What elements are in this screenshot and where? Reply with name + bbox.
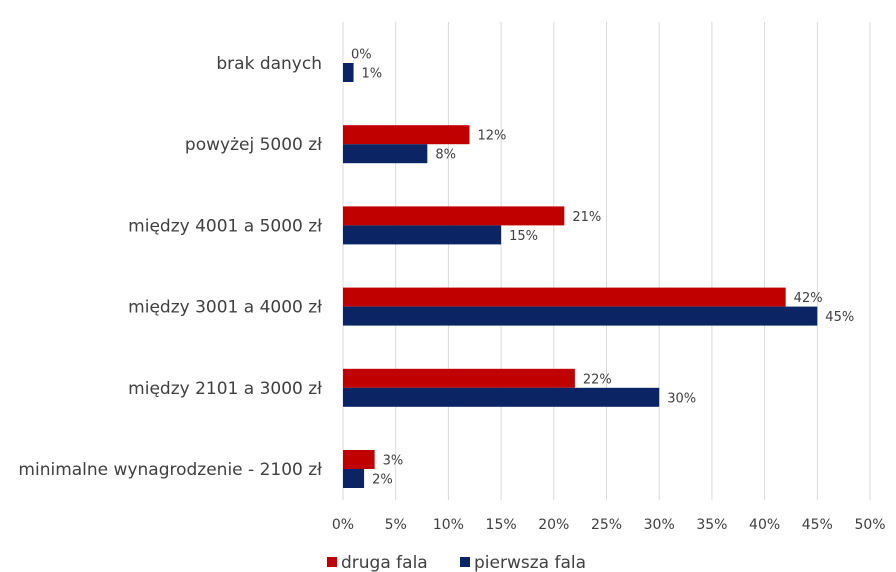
x-tick-label: 5%	[385, 517, 407, 533]
legend-label: druga fala	[341, 553, 428, 572]
x-tick-label: 0%	[332, 517, 354, 533]
legend-swatch	[460, 557, 470, 567]
category-labels: brak danych powyżej 5000 zł między 4001 a …	[18, 54, 322, 480]
x-tick-label: 40%	[749, 517, 780, 533]
bar-druga-fala	[343, 125, 470, 145]
bar-druga-fala	[343, 368, 575, 388]
value-label: 30%	[667, 391, 696, 406]
value-label: 15%	[509, 229, 538, 244]
value-label: 1%	[362, 67, 383, 82]
x-tick-label: 30%	[644, 517, 675, 533]
category-label: minimalne wynagrodzenie - 2100 zł	[18, 460, 322, 480]
legend: druga fala pierwsza fala	[327, 553, 586, 572]
bar-pierwsza-fala	[343, 144, 428, 164]
x-tick-label: 45%	[802, 517, 833, 533]
value-label: 3%	[383, 454, 404, 469]
bar-druga-fala	[343, 450, 375, 469]
bar-druga-fala	[343, 287, 786, 307]
value-label: 8%	[435, 148, 456, 163]
category-label: między 4001 a 5000 zł	[128, 216, 322, 236]
category-label: powyżej 5000 zł	[185, 135, 322, 155]
bars	[343, 63, 818, 488]
value-label: 0%	[351, 48, 372, 63]
bar-pierwsza-fala	[343, 469, 365, 488]
value-label: 12%	[477, 129, 506, 144]
bar-pierwsza-fala	[343, 387, 660, 407]
bar-druga-fala	[343, 206, 565, 226]
x-tick-label: 50%	[854, 517, 885, 533]
x-tick-label: 35%	[696, 517, 727, 533]
value-label: 21%	[572, 210, 601, 225]
x-tick-label: 10%	[433, 517, 464, 533]
legend-label: pierwsza fala	[474, 553, 586, 572]
x-tick-label: 20%	[538, 517, 569, 533]
grid-lines	[342, 22, 871, 500]
value-label: 22%	[583, 372, 612, 387]
value-labels: 0% 1% 12% 8% 21% 15% 42%45% 22% 30% 3% 2%	[351, 48, 854, 488]
x-tick-label: 25%	[591, 517, 622, 533]
value-label: 45%	[825, 310, 854, 325]
category-label: brak danych	[216, 54, 322, 74]
legend-swatch	[327, 557, 337, 567]
category-label: między 3001 a 4000 zł	[128, 298, 322, 318]
category-label: między 2101 a 3000 zł	[128, 379, 322, 399]
bar-pierwsza-fala	[343, 63, 354, 82]
value-label: 2%	[372, 473, 393, 488]
x-tick-label: 15%	[486, 517, 517, 533]
bar-pierwsza-fala	[343, 306, 818, 326]
x-tick-labels: 0% 5% 10% 15% 20% 25% 30% 35% 40% 45% 50%	[332, 517, 886, 533]
value-label: 42%	[794, 291, 823, 306]
bar-pierwsza-fala	[343, 225, 502, 245]
